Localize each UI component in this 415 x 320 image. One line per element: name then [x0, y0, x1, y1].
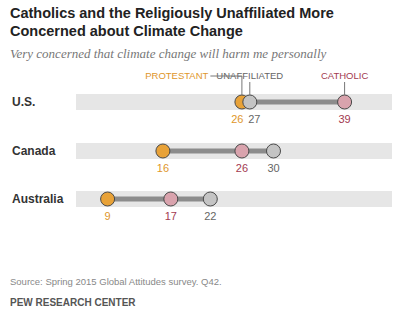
data-label: 30	[267, 162, 279, 174]
category-label: U.S.	[12, 95, 35, 109]
range-track	[76, 143, 392, 159]
data-label: 39	[338, 113, 350, 125]
dot	[267, 144, 281, 158]
category-label: Canada	[12, 144, 56, 158]
range-connector	[108, 197, 211, 202]
category-label: Australia	[12, 192, 64, 206]
legend-leader	[344, 82, 345, 95]
data-label: 17	[165, 210, 177, 222]
range-connector	[163, 149, 274, 154]
data-label: 9	[105, 210, 111, 222]
dot	[235, 144, 249, 158]
title: Catholics and the Religiously Unaffiliat…	[10, 5, 334, 39]
range-track	[76, 94, 392, 110]
data-label: 16	[157, 162, 169, 174]
legend-leader	[210, 76, 242, 95]
dot	[164, 192, 178, 206]
data-label: 26	[231, 113, 243, 125]
source: Source: Spring 2015 Global Attitudes sur…	[10, 276, 222, 287]
data-label: 26	[236, 162, 248, 174]
dot	[243, 95, 257, 109]
data-label: 22	[204, 210, 216, 222]
dot	[101, 192, 115, 206]
plot-area	[101, 95, 352, 206]
dot	[156, 144, 170, 158]
credit: PEW RESEARCH CENTER	[10, 297, 136, 308]
range-track	[76, 191, 392, 207]
dot	[203, 192, 217, 206]
legend-label: CATHOLIC	[321, 70, 368, 81]
chart: Catholics and the Religiously Unaffiliat…	[0, 0, 415, 320]
legend-leader	[249, 82, 250, 95]
range-connector	[242, 100, 345, 105]
subtitle: Very concerned that climate change will …	[10, 46, 326, 61]
data-label: 27	[248, 113, 260, 125]
dot	[338, 95, 352, 109]
legend-label: PROTESTANT	[145, 70, 208, 81]
